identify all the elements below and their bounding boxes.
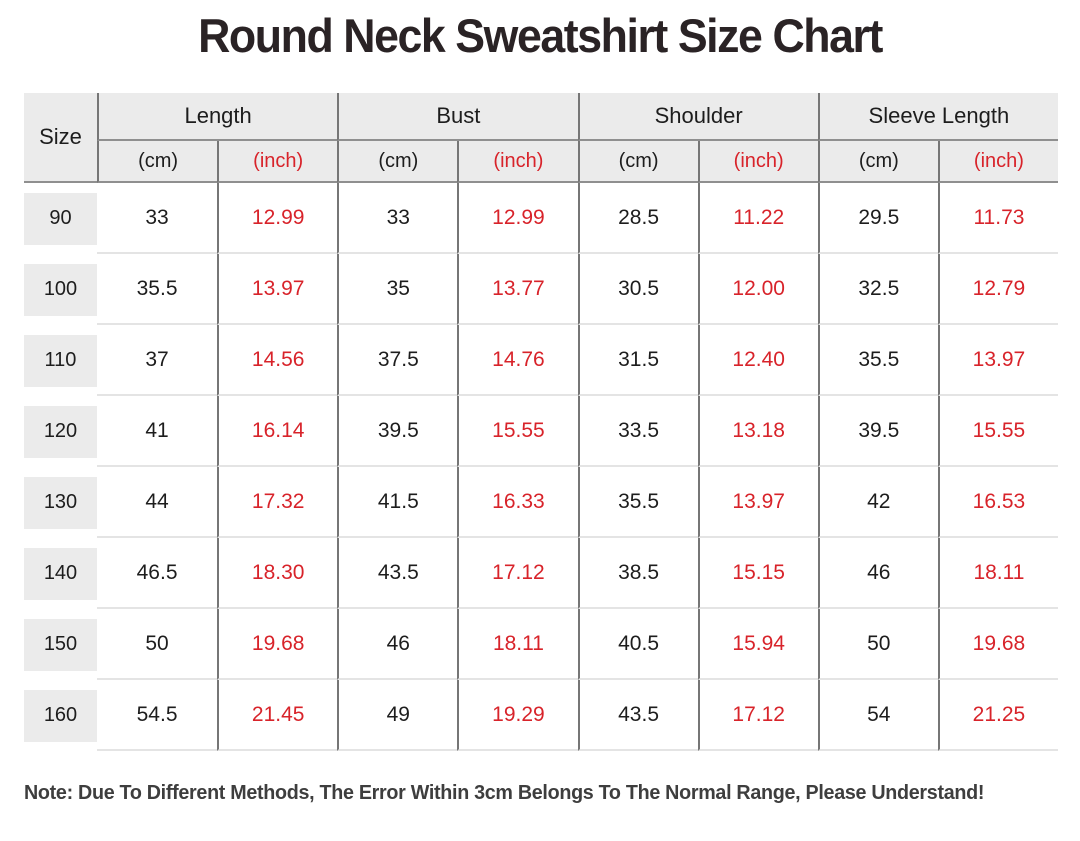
table-cell: 37 [97,325,218,396]
unit-header-inch: (inch) [217,141,338,183]
table-cell: 46 [817,538,938,609]
size-value: 140 [24,547,97,600]
table-cell: 54 [817,680,938,751]
table-cell: 17.12 [457,538,578,609]
table-cell: 17.32 [217,467,338,538]
size-value: 90 [24,192,97,245]
column-group-length: Length [97,93,338,141]
table-cell: 13.97 [937,325,1058,396]
table-cell: 43.5 [337,538,458,609]
table-cell: 21.25 [937,680,1058,751]
table-cell: 11.22 [697,183,818,254]
table-cell: 54.5 [97,680,218,751]
size-chart-table: Size Length Bust Shoulder Sleeve Length … [24,93,1058,751]
unit-header-cm: (cm) [97,141,218,183]
table-cell: 43.5 [577,680,698,751]
unit-header-cm: (cm) [817,141,938,183]
table-row-size: 120 [24,396,97,467]
size-value: 110 [24,334,97,387]
table-cell: 16.33 [457,467,578,538]
table-cell: 12.40 [697,325,818,396]
table-row-size: 140 [24,538,97,609]
table-cell: 49 [337,680,458,751]
table-cell: 46.5 [97,538,218,609]
table-cell: 17.12 [697,680,818,751]
table-cell: 30.5 [577,254,698,325]
table-cell: 46 [337,609,458,680]
table-cell: 19.68 [937,609,1058,680]
table-cell: 50 [97,609,218,680]
table-cell: 14.56 [217,325,338,396]
table-cell: 18.11 [457,609,578,680]
table-cell: 32.5 [817,254,938,325]
table-cell: 35.5 [817,325,938,396]
table-cell: 18.11 [937,538,1058,609]
column-group-bust: Bust [337,93,578,141]
table-cell: 31.5 [577,325,698,396]
size-value: 120 [24,405,97,458]
table-cell: 44 [97,467,218,538]
table-cell: 13.97 [697,467,818,538]
table-cell: 13.77 [457,254,578,325]
table-row-size: 150 [24,609,97,680]
unit-header-cm: (cm) [577,141,698,183]
unit-header-inch: (inch) [457,141,578,183]
table-cell: 15.15 [697,538,818,609]
table-cell: 40.5 [577,609,698,680]
table-cell: 19.68 [217,609,338,680]
table-cell: 35.5 [97,254,218,325]
table-cell: 50 [817,609,938,680]
table-cell: 37.5 [337,325,458,396]
size-value: 150 [24,618,97,671]
table-cell: 35.5 [577,467,698,538]
size-value: 160 [24,689,97,742]
table-cell: 15.55 [937,396,1058,467]
table-cell: 39.5 [817,396,938,467]
table-row-size: 160 [24,680,97,751]
table-row-size: 110 [24,325,97,396]
table-cell: 28.5 [577,183,698,254]
unit-header-inch: (inch) [937,141,1058,183]
table-cell: 41 [97,396,218,467]
table-cell: 33.5 [577,396,698,467]
table-cell: 38.5 [577,538,698,609]
table-cell: 11.73 [937,183,1058,254]
size-value: 130 [24,476,97,529]
table-cell: 12.99 [217,183,338,254]
table-cell: 13.97 [217,254,338,325]
table-cell: 29.5 [817,183,938,254]
table-cell: 19.29 [457,680,578,751]
note-text: Note: Due To Different Methods, The Erro… [24,782,985,804]
table-row-size: 100 [24,254,97,325]
table-cell: 16.14 [217,396,338,467]
table-cell: 12.79 [937,254,1058,325]
table-cell: 13.18 [697,396,818,467]
table-cell: 12.00 [697,254,818,325]
column-group-sleeve-length: Sleeve Length [817,93,1058,141]
table-cell: 15.94 [697,609,818,680]
size-value: 100 [24,263,97,316]
table-row-size: 90 [24,183,97,254]
unit-header-inch: (inch) [697,141,818,183]
table-row-size: 130 [24,467,97,538]
table-cell: 12.99 [457,183,578,254]
table-cell: 42 [817,467,938,538]
page-title: Round Neck Sweatshirt Size Chart [198,9,883,62]
table-cell: 14.76 [457,325,578,396]
column-header-size: Size [24,93,97,183]
table-cell: 21.45 [217,680,338,751]
table-cell: 16.53 [937,467,1058,538]
table-cell: 39.5 [337,396,458,467]
column-group-shoulder: Shoulder [577,93,818,141]
unit-header-cm: (cm) [337,141,458,183]
table-cell: 18.30 [217,538,338,609]
table-cell: 15.55 [457,396,578,467]
table-cell: 33 [97,183,218,254]
table-cell: 33 [337,183,458,254]
table-cell: 35 [337,254,458,325]
table-cell: 41.5 [337,467,458,538]
